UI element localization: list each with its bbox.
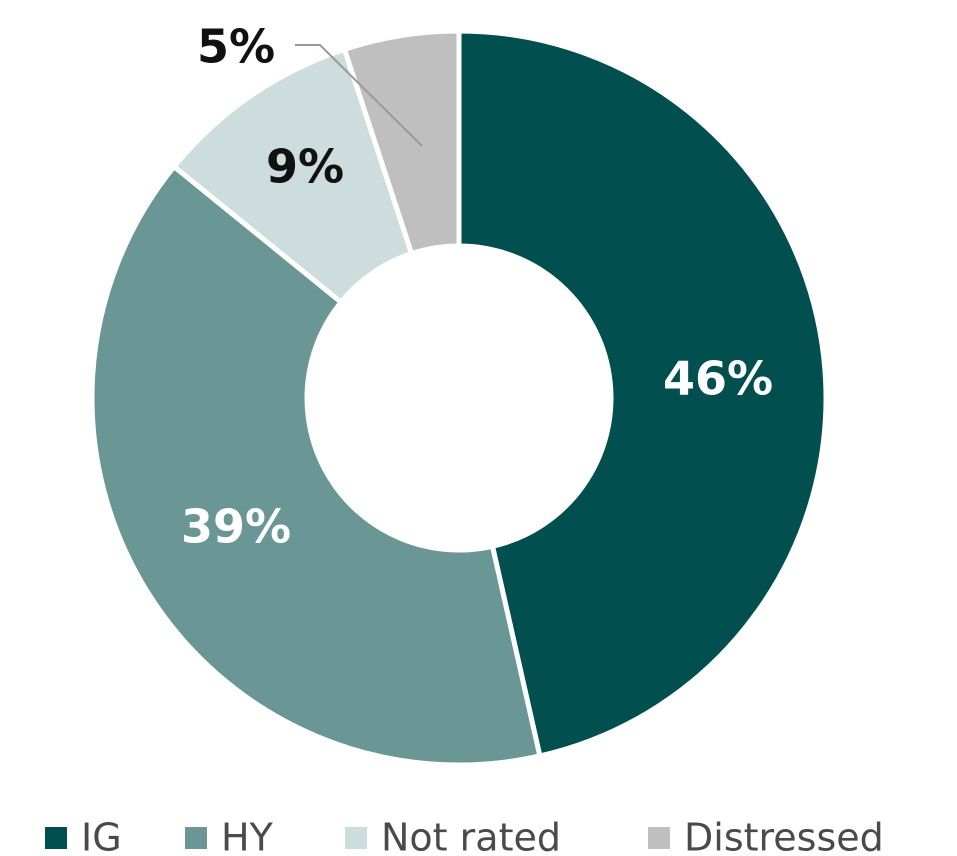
donut-slice [341, 28, 462, 257]
donut-slice [456, 28, 829, 759]
legend-swatch [345, 827, 367, 849]
data-label: 39% [181, 500, 291, 554]
legend-label: Not rated [381, 816, 561, 856]
donut-slice [89, 163, 543, 768]
data-label: 46% [663, 352, 773, 406]
data-label: 5% [197, 20, 275, 74]
legend-swatch [45, 827, 67, 849]
legend-label: HY [221, 816, 274, 856]
legend-swatch [185, 827, 207, 849]
donut-slice [170, 46, 415, 306]
legend-label: IG [81, 816, 122, 856]
data-label: 9% [266, 140, 344, 194]
legend-label: Distressed [684, 816, 884, 856]
legend-swatch [648, 827, 670, 849]
leader-line [295, 44, 423, 147]
